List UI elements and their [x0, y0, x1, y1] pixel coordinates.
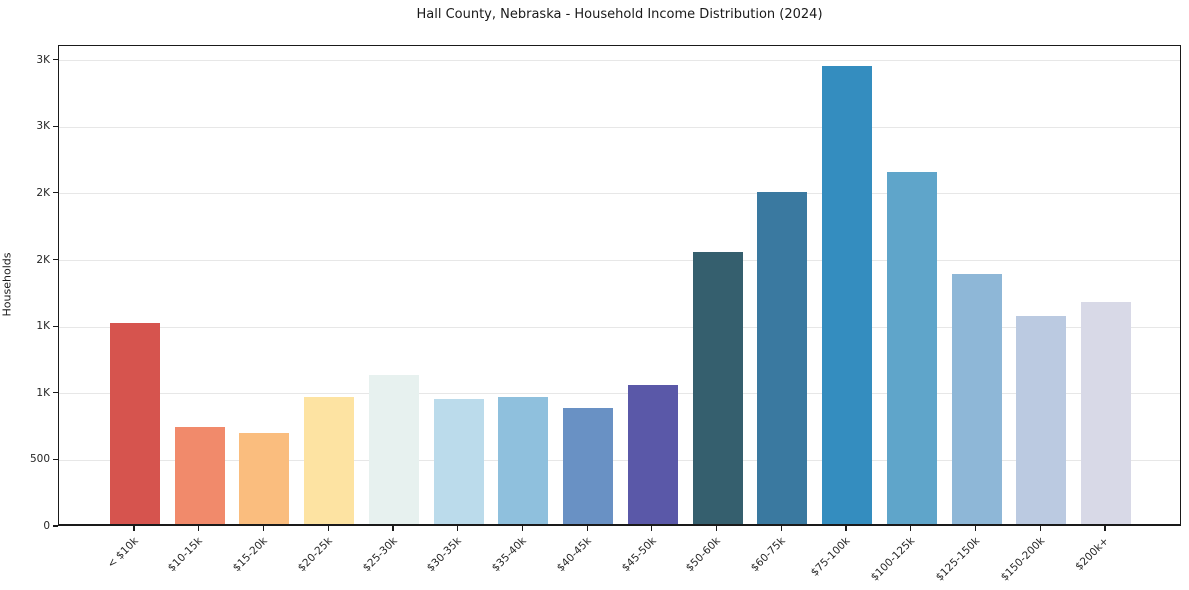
x-tick-mark	[1039, 526, 1041, 531]
x-tick-mark	[133, 526, 135, 531]
gridline-y-3500	[59, 60, 1180, 62]
x-tick-mark	[327, 526, 329, 531]
y-tick-label-1500: 1K	[36, 320, 50, 333]
gridline-y-1000	[59, 393, 1180, 395]
x-tick-mark	[780, 526, 782, 531]
gridline-y-1500	[59, 326, 1180, 328]
gridline-y-2500	[59, 193, 1180, 195]
y-tick-mark	[53, 325, 58, 327]
x-tick-label: $200k+	[1073, 535, 1112, 573]
bar-125-150k	[951, 274, 1002, 524]
bar-150-200k	[1016, 316, 1067, 524]
x-tick-label: $125-150k	[933, 535, 983, 584]
y-tick-label-2000: 2K	[36, 253, 50, 266]
chart-title: Hall County, Nebraska - Household Income…	[416, 7, 823, 22]
x-tick-label: $15-20k	[230, 535, 270, 575]
bar-100-125k	[886, 172, 937, 524]
y-tick-label-0: 0	[43, 520, 50, 532]
bar-10k	[110, 322, 160, 524]
x-tick-label: $45-50k	[619, 535, 659, 575]
x-tick-mark	[262, 526, 265, 531]
x-tick-label: $50-60k	[683, 535, 724, 575]
bar-20-25k	[304, 396, 355, 524]
x-tick-mark	[651, 526, 653, 531]
x-tick-mark	[392, 526, 394, 531]
x-tick-label: $25-30k	[360, 535, 400, 575]
y-tick-label-3000: 3K	[36, 120, 50, 133]
gridline-y-500	[59, 459, 1180, 461]
y-tick-label-1000: 1K	[36, 386, 50, 399]
x-tick-mark	[1104, 526, 1106, 531]
y-tick-mark	[53, 525, 58, 527]
x-tick-label: < $10k	[104, 535, 141, 571]
plot-area	[58, 45, 1181, 526]
bar-10-15k	[174, 427, 225, 524]
y-tick-mark	[53, 392, 58, 394]
x-tick-label: $10-15k	[166, 535, 206, 575]
y-tick-label-3500: 3K	[36, 53, 50, 66]
bar-40-45k	[563, 408, 614, 524]
x-tick-label: $100-125k	[868, 535, 918, 584]
x-tick-mark	[457, 526, 459, 531]
y-tick-mark	[53, 458, 58, 460]
bar-45-50k	[627, 384, 678, 524]
x-tick-mark	[198, 526, 200, 531]
bar-75-100k	[822, 66, 873, 524]
bar-50-60k	[692, 252, 743, 524]
x-tick-mark	[910, 526, 912, 531]
bar-200k	[1081, 301, 1131, 524]
x-tick-mark	[716, 526, 718, 531]
y-tick-label-2500: 2K	[36, 186, 50, 199]
gridline-y-3000	[59, 126, 1180, 128]
y-tick-mark	[53, 192, 58, 194]
bar-25-30k	[368, 375, 419, 524]
bar-60-75k	[757, 192, 808, 524]
x-tick-label: $35-40k	[489, 535, 529, 575]
y-tick-mark	[53, 258, 58, 261]
x-tick-label: $30-35k	[425, 535, 465, 575]
y-tick-mark	[53, 59, 58, 61]
bar-35-40k	[498, 397, 549, 524]
x-tick-mark	[845, 526, 847, 531]
y-tick-mark	[53, 125, 58, 127]
x-tick-label: $20-25k	[295, 535, 335, 575]
x-tick-label: $40-45k	[554, 535, 594, 575]
x-tick-label: $150-200k	[998, 535, 1047, 584]
x-tick-mark	[974, 526, 977, 531]
bar-30-35k	[433, 398, 484, 524]
x-tick-label: $60-75k	[748, 535, 788, 575]
y-tick-label-500: 500	[29, 453, 50, 466]
x-tick-label: $75-100k	[808, 535, 853, 579]
gridline-y-2000	[59, 260, 1180, 262]
x-tick-mark	[521, 526, 523, 531]
x-tick-mark	[586, 526, 588, 531]
bar-15-20k	[239, 433, 290, 524]
